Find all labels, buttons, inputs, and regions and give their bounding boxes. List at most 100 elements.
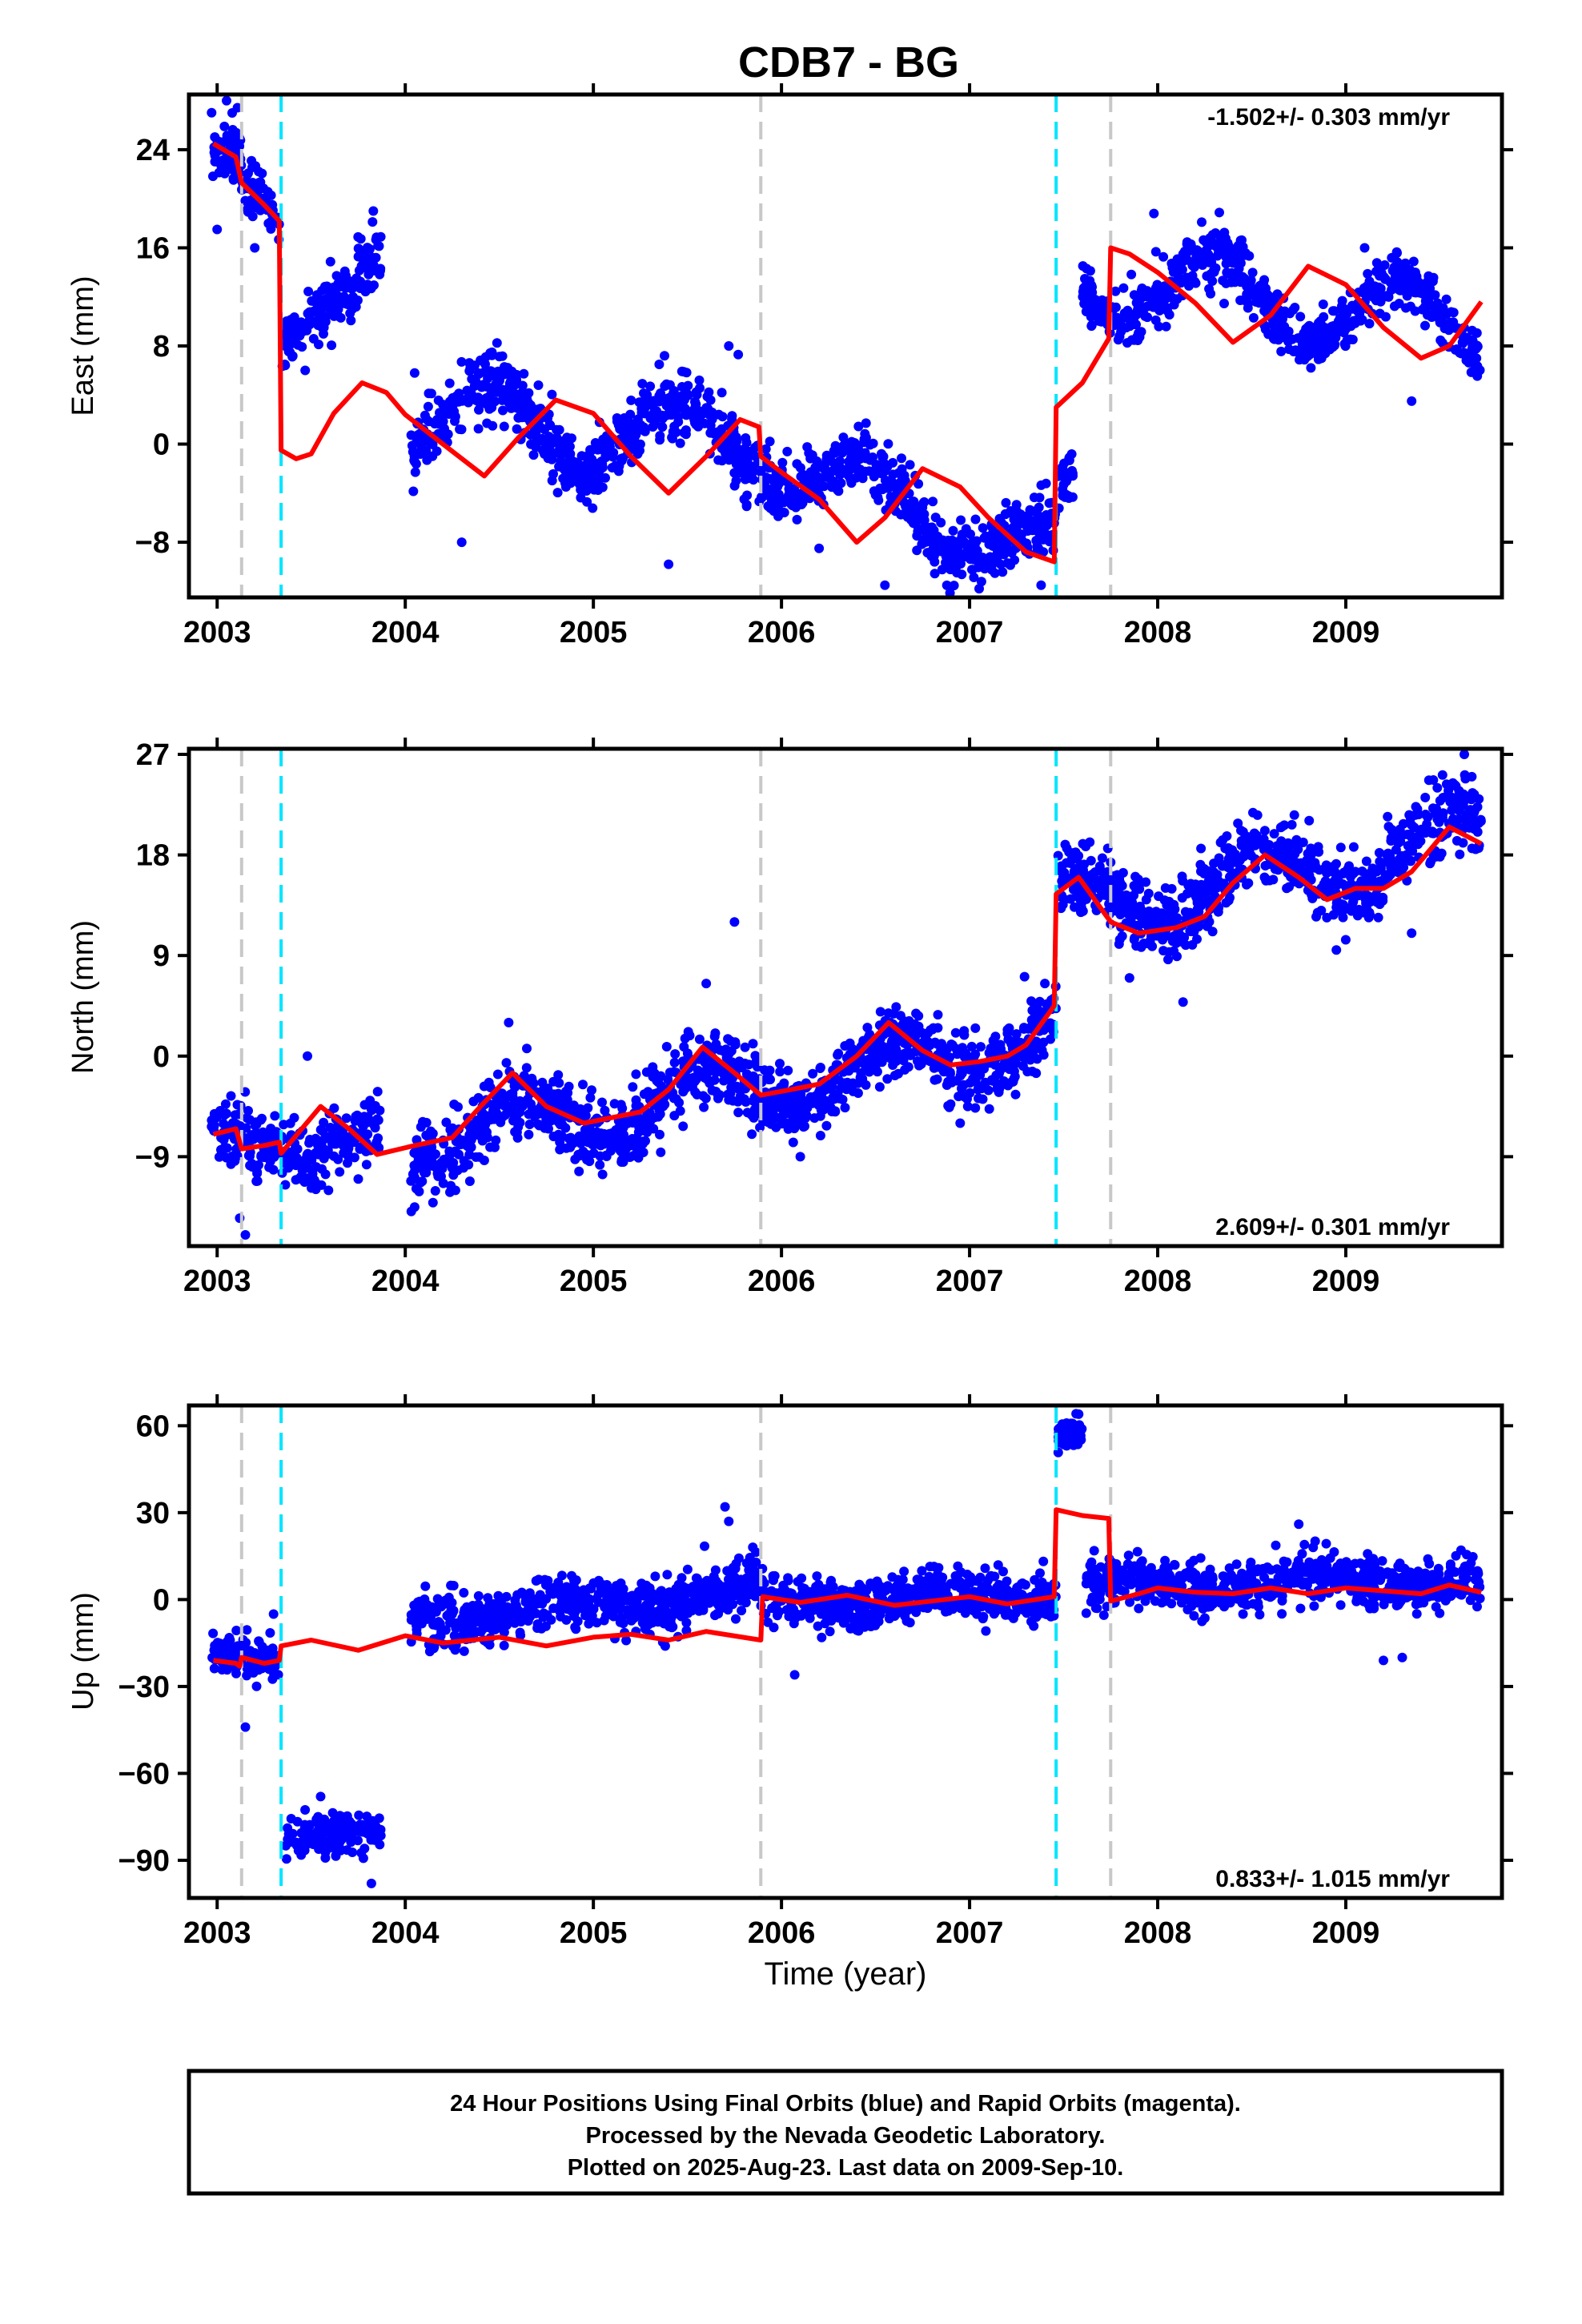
east-data-point [683, 390, 693, 400]
east-data-point [948, 525, 958, 536]
east-data-point [456, 356, 467, 367]
north-data-point [821, 1120, 832, 1131]
east-outlier-point [368, 206, 379, 216]
east-data-point [616, 453, 626, 464]
east-data-point [1135, 294, 1146, 304]
east-data-point [585, 444, 596, 455]
north-data-point [862, 1023, 873, 1033]
north-data-point [361, 1160, 371, 1170]
east-data-point [731, 459, 741, 469]
east-data-point [1267, 294, 1277, 304]
east-data-point [1268, 333, 1279, 344]
east-data-point [1086, 312, 1096, 322]
north-x-tick-label: 2009 [1312, 1265, 1380, 1298]
east-data-point [487, 347, 497, 357]
east-data-point [802, 442, 813, 452]
east-x-tick-label: 2006 [748, 616, 816, 649]
east-data-point [524, 388, 534, 398]
north-data-point [1087, 869, 1098, 879]
north-data-point [729, 1082, 740, 1092]
north-data-point [877, 1057, 887, 1068]
east-data-point [243, 207, 253, 217]
east-data-point [1191, 278, 1201, 288]
east-data-point [375, 263, 386, 274]
north-outlier-point [504, 1017, 514, 1027]
east-data-point [408, 486, 419, 497]
east-data-point [488, 420, 498, 431]
up-data-point [354, 1810, 364, 1820]
east-data-point [1232, 267, 1243, 277]
east-data-point [457, 396, 468, 406]
east-data-point [1390, 277, 1400, 287]
north-data-point [1383, 822, 1394, 832]
east-data-point [1329, 306, 1339, 316]
north-data-point [951, 1076, 962, 1086]
north-data-point [1340, 935, 1351, 945]
east-data-point [812, 456, 822, 466]
east-data-point [1362, 281, 1372, 292]
east-data-point [354, 265, 364, 275]
east-data-point [565, 478, 576, 489]
north-data-point [319, 1117, 329, 1128]
east-outlier-point [1359, 243, 1370, 253]
north-data-point [1357, 866, 1367, 876]
north-data-point [1442, 791, 1452, 802]
east-data-point [565, 448, 576, 459]
up-data-point [286, 1814, 296, 1823]
north-data-point [1138, 939, 1149, 948]
east-data-point [612, 413, 622, 423]
east-data-point [303, 287, 314, 296]
north-data-point [617, 1104, 628, 1113]
east-data-point [512, 424, 522, 434]
north-y-tick-label: 0 [153, 1040, 170, 1074]
north-data-point [1295, 838, 1305, 848]
north-data-point [1430, 806, 1440, 816]
north-data-point [1427, 826, 1437, 837]
east-data-point [631, 441, 641, 452]
chart-title: CDB7 - BG [738, 38, 959, 86]
east-y-tick-label: 8 [153, 330, 170, 364]
north-data-point [1207, 886, 1217, 896]
east-data-point [1122, 338, 1132, 348]
east-data-point [928, 497, 938, 507]
north-offset-lines [239, 749, 1113, 1246]
north-data-point [548, 1132, 559, 1142]
east-data-point [787, 487, 797, 497]
east-data-point [1369, 290, 1379, 300]
north-data-point [1363, 912, 1374, 923]
north-data-point [512, 1127, 522, 1137]
east-data-point [544, 432, 554, 442]
north-data-point [631, 1069, 641, 1080]
east-data-point [331, 271, 342, 281]
north-data-point [974, 1093, 984, 1104]
east-data-point [226, 142, 236, 152]
north-data-point [694, 1034, 705, 1044]
east-data-point [1295, 312, 1306, 322]
north-data-point [580, 1111, 591, 1121]
east-data-point [1202, 271, 1212, 281]
north-data-point [853, 1088, 863, 1098]
east-data-point [1230, 277, 1240, 287]
east-data-point [1391, 247, 1402, 257]
east-data-point [346, 316, 356, 326]
east-data-point [1158, 251, 1169, 262]
north-data-point [453, 1102, 463, 1112]
north-data-point [1164, 947, 1174, 957]
east-data-point [966, 529, 975, 540]
east-data-point [956, 552, 966, 562]
north-data-point [449, 1165, 460, 1176]
east-data-point [922, 532, 933, 542]
east-data-point [1086, 321, 1097, 332]
north-data-point [1289, 810, 1299, 820]
north-data-point [1327, 866, 1338, 876]
east-data-point [1318, 300, 1328, 309]
north-data-point [1243, 878, 1254, 888]
north-data-point [331, 1139, 341, 1149]
east-data-point [426, 388, 436, 399]
east-data-point [947, 535, 958, 545]
north-data-point [406, 1176, 416, 1186]
north-data-point [705, 1066, 715, 1076]
